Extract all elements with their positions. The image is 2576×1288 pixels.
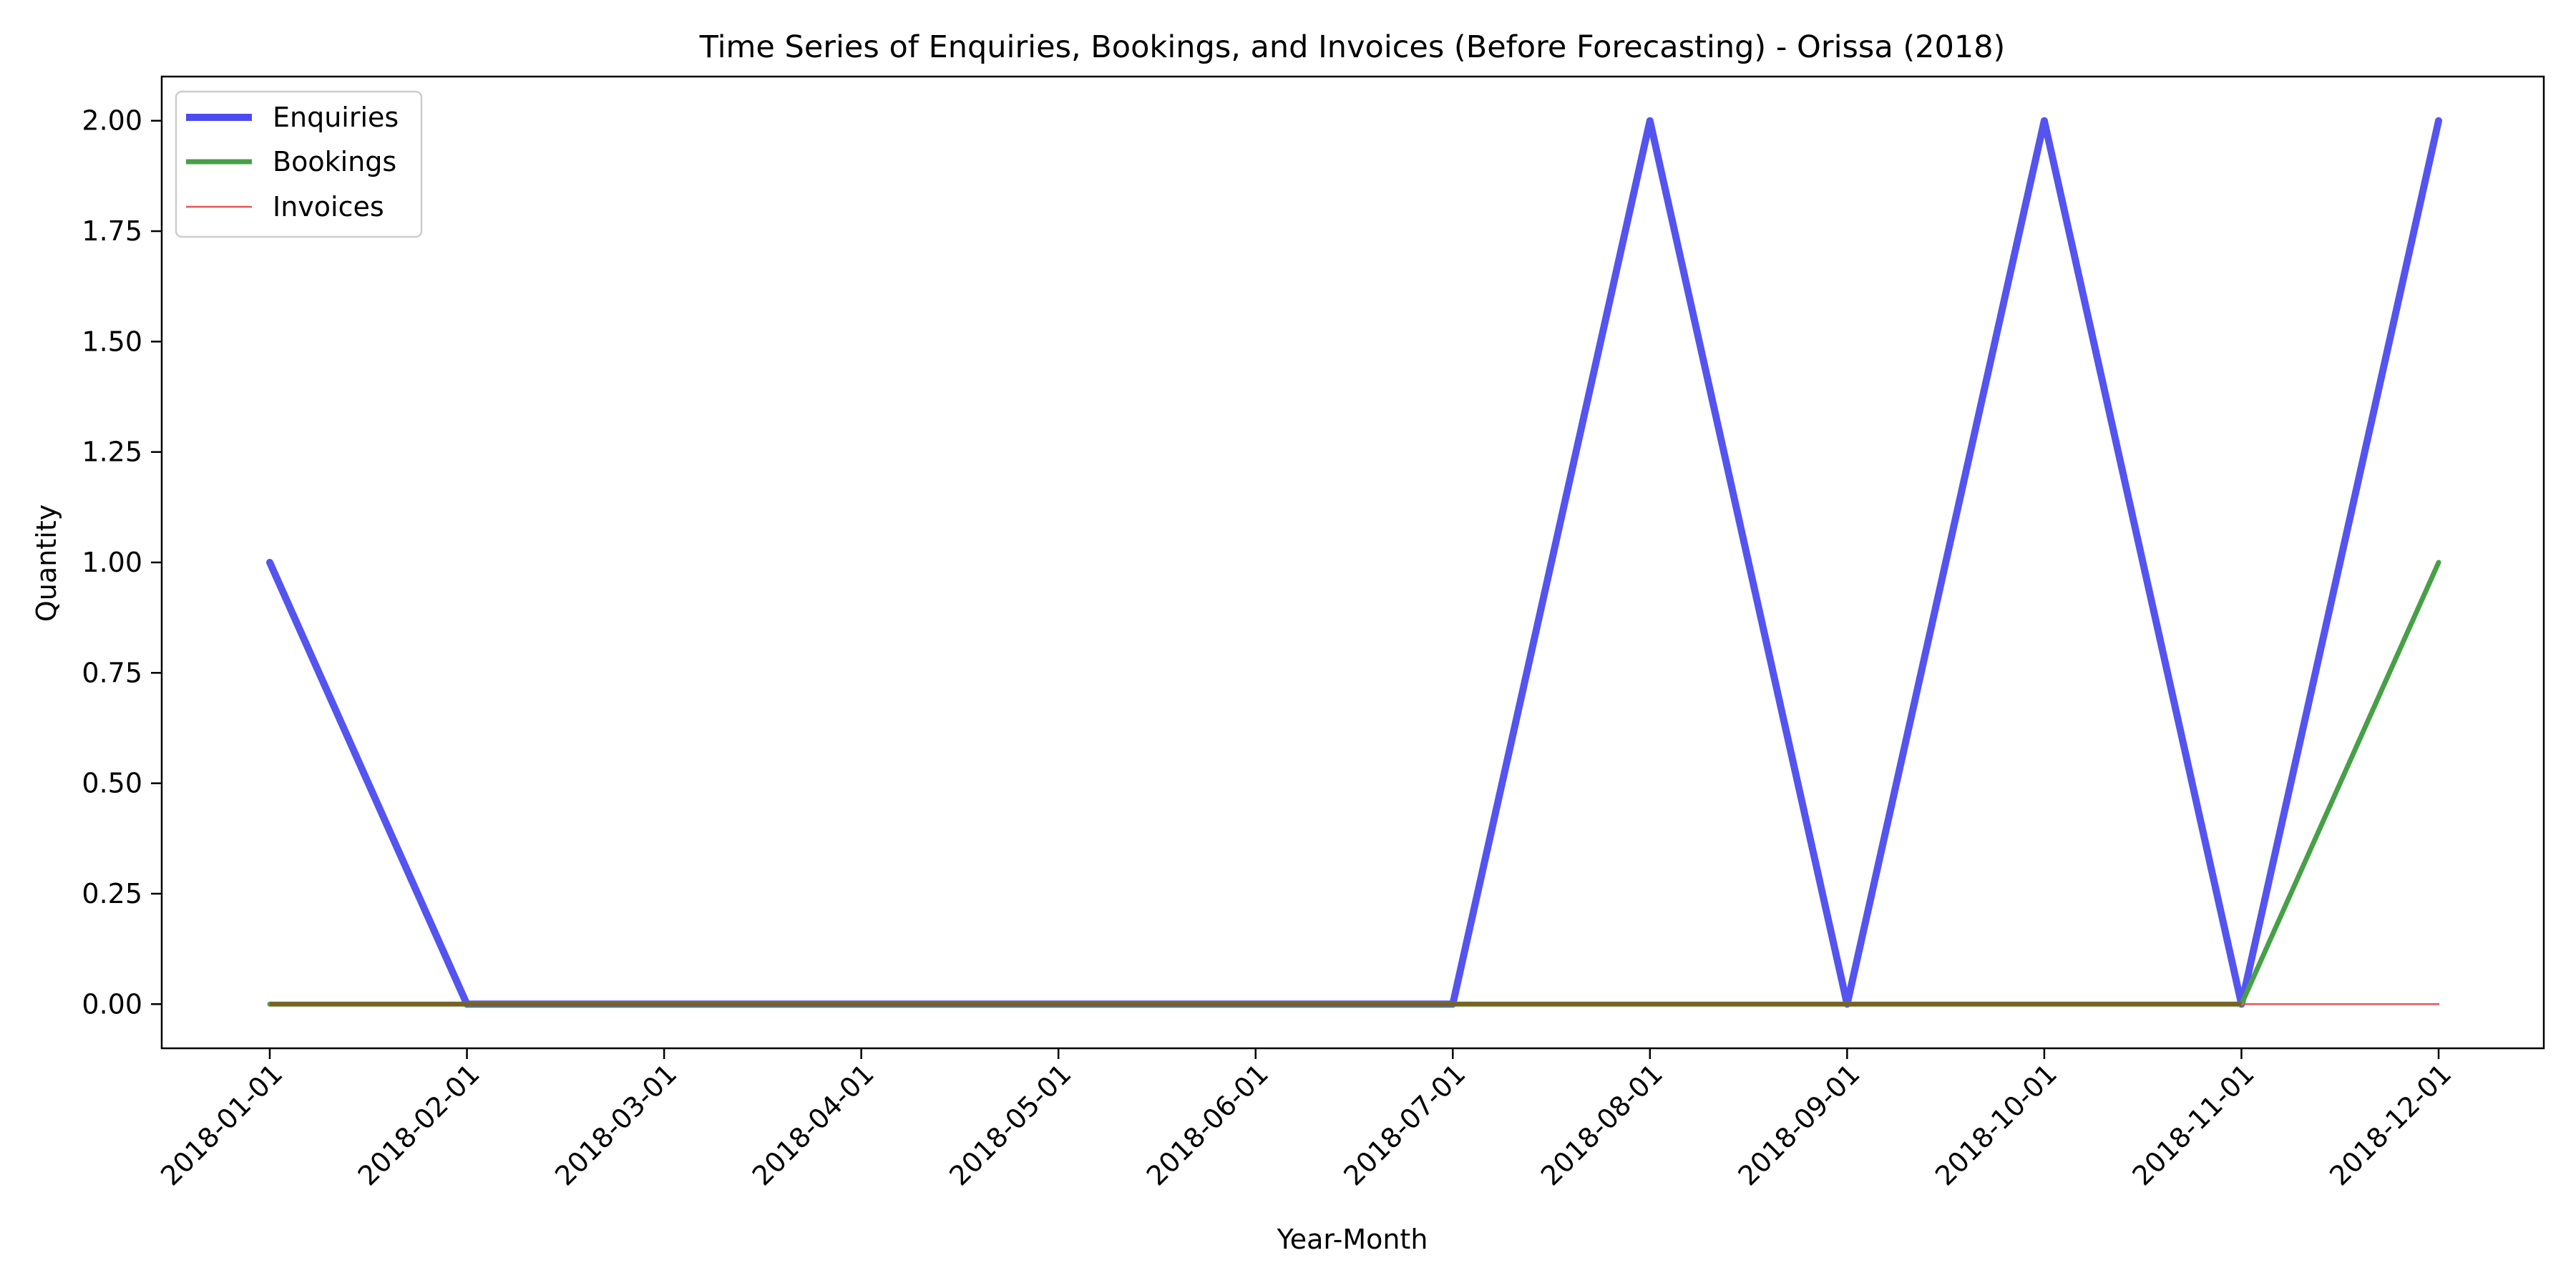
x-tick-label: 2018-04-01 [746, 1058, 880, 1191]
y-tick-label: 1.75 [82, 215, 142, 247]
x-tick-label: 2018-08-01 [1535, 1058, 1669, 1191]
x-tick-label: 2018-01-01 [155, 1058, 288, 1191]
y-tick-label: 0.75 [82, 657, 142, 688]
legend-box [175, 90, 423, 238]
y-tick-label: 0.00 [82, 988, 142, 1020]
chart-title: Time Series of Enquiries, Bookings, and … [699, 29, 2006, 65]
series-lines [266, 117, 2442, 1008]
x-tick-label: 2018-10-01 [1929, 1058, 2063, 1191]
y-axis-label: Quantity [31, 504, 62, 622]
axis-ticks: 0.00 0.25 0.50 0.75 1.00 1.25 1.50 1.75 2.00 2018… [82, 105, 2457, 1192]
y-tick-label: 0.25 [82, 878, 142, 909]
x-tick-label: 2018-07-01 [1337, 1058, 1471, 1191]
legend-label-enquiries: Enquiries [273, 102, 399, 133]
plot-frame [160, 75, 2545, 1050]
x-tick-label: 2018-11-01 [2127, 1058, 2260, 1191]
x-tick-label: 2018-06-01 [1141, 1058, 1274, 1191]
legend-label-invoices: Invoices [273, 191, 384, 223]
x-tick-label: 2018-05-01 [943, 1058, 1077, 1191]
series-line-enquiries [266, 117, 2442, 1008]
y-tick-label: 1.00 [82, 547, 142, 578]
x-tick-label: 2018-09-01 [1732, 1058, 1865, 1191]
x-tick-label: 2018-02-01 [352, 1058, 486, 1191]
y-tick-label: 0.50 [82, 768, 142, 799]
y-tick-label: 1.25 [82, 436, 142, 468]
legend-label-bookings: Bookings [273, 146, 396, 177]
x-axis-label: Year-Month [1277, 1224, 1428, 1255]
x-tick-label: 2018-03-01 [549, 1058, 683, 1191]
x-tick-label: 2018-12-01 [2323, 1058, 2457, 1191]
y-tick-label: 2.00 [82, 105, 142, 137]
series-line-bookings [267, 560, 2441, 1007]
y-tick-label: 1.50 [82, 326, 142, 357]
legend: Enquiries Bookings Invoices [175, 90, 423, 238]
